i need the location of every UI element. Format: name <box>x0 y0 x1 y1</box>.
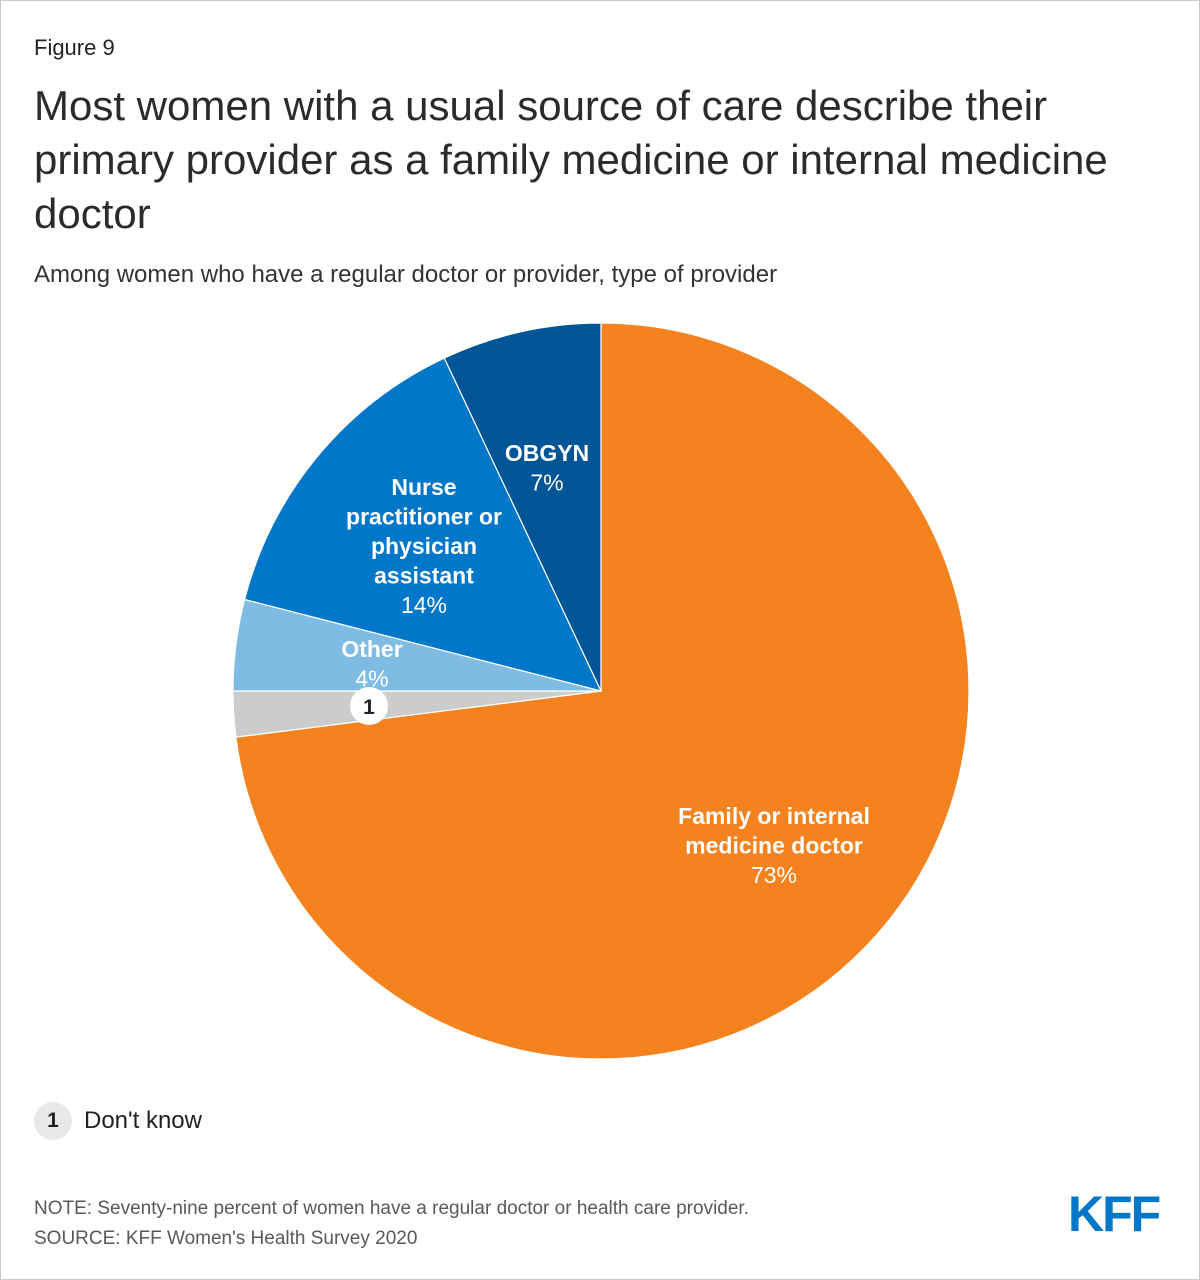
legend-marker: 1 <box>34 1102 72 1140</box>
slice-value-family: 73% <box>751 862 797 888</box>
slice-marker-text: 1 <box>363 696 375 719</box>
slice-label-other: Other <box>341 636 402 662</box>
pie-slice-np <box>243 357 603 692</box>
legend-text: Don't know <box>84 1107 202 1134</box>
slice-label-family: medicine doctor <box>685 833 863 859</box>
pie-slice-obgyn <box>443 322 602 692</box>
footnotes: NOTE: Seventy-nine percent of women have… <box>34 1194 749 1254</box>
slice-value-np: 14% <box>401 592 447 618</box>
slice-label-np: practitioner or <box>346 504 502 530</box>
slice-value-obgyn: 7% <box>530 470 563 496</box>
slice-label-family: Family or internal <box>678 803 870 829</box>
slice-label-obgyn: OBGYN <box>505 440 589 466</box>
chart-title: Most women with a usual source of care d… <box>34 82 1108 237</box>
chart-subtitle: Among women who have a regular doctor or… <box>34 261 778 288</box>
source-text: SOURCE: KFF Women's Health Survey 2020 <box>34 1228 418 1249</box>
slice-marker-dontknow: 1 <box>350 687 388 725</box>
slice-label-np: physician <box>371 533 477 559</box>
slice-label-np: assistant <box>374 563 474 589</box>
legend: 1 Don't know <box>34 1102 202 1140</box>
slice-value-other: 4% <box>355 666 388 692</box>
pie-slice-family <box>235 322 970 1060</box>
figure-label: Figure 9 <box>34 35 115 60</box>
kff-logo: KFF <box>1068 1186 1161 1242</box>
pie-chart: Family or internal medicine doctor 73% 1 Oth… <box>232 322 970 1060</box>
slice-label-np: Nurse <box>391 474 456 500</box>
note-text: NOTE: Seventy-nine percent of women have… <box>34 1198 749 1219</box>
